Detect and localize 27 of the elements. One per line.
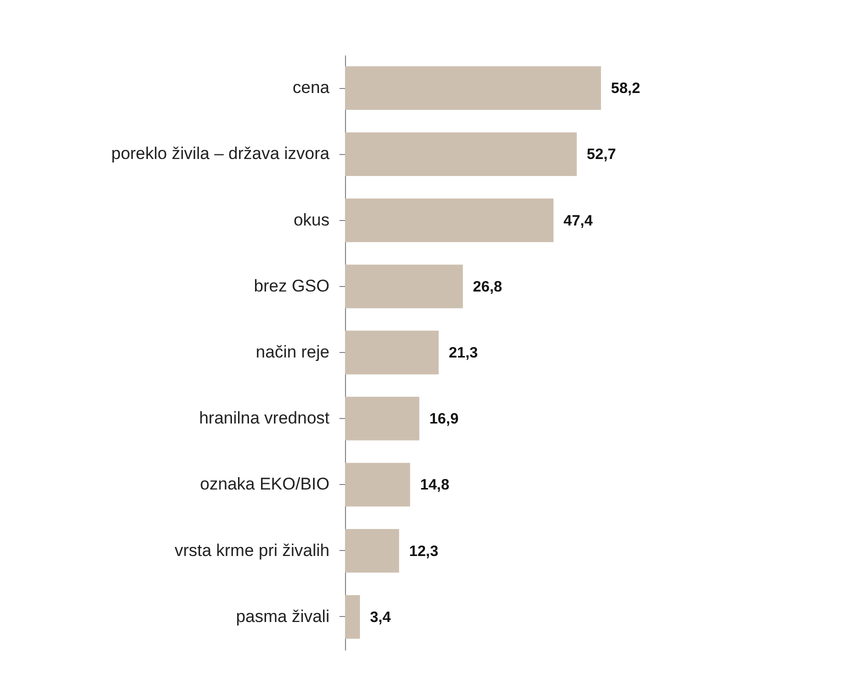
y-tick-label: okus: [294, 210, 330, 230]
y-tick-label: način reje: [256, 342, 330, 362]
data-label: 3,4: [370, 608, 392, 626]
data-label: 16,9: [429, 410, 459, 428]
data-label: 26,8: [472, 278, 502, 296]
data-label: 12,3: [409, 542, 438, 560]
y-tick-label: vrsta krme pri živalih: [174, 540, 330, 560]
y-tick-label: brez GSO: [254, 276, 330, 296]
y-tick-label: hranilna vrednost: [199, 408, 330, 428]
data-label: 58,2: [611, 80, 640, 98]
data-label: 52,7: [586, 146, 616, 164]
bar: [345, 396, 420, 440]
bar: [345, 529, 400, 573]
y-tick-label: poreklo živila – država izvora: [111, 144, 330, 164]
data-label: 47,4: [563, 212, 594, 230]
bar: [345, 264, 463, 308]
bar: [345, 462, 410, 507]
bar: [345, 330, 439, 374]
data-label: 21,3: [448, 344, 478, 362]
y-tick-label: pasma živali: [236, 606, 330, 626]
bar: [345, 132, 577, 176]
bar: [345, 66, 601, 110]
bar: [345, 198, 554, 242]
y-tick-label: oznaka EKO/BIO: [200, 474, 330, 494]
bar: [345, 595, 360, 639]
data-label: 14,8: [420, 476, 450, 494]
y-tick-label: cena: [292, 78, 330, 98]
